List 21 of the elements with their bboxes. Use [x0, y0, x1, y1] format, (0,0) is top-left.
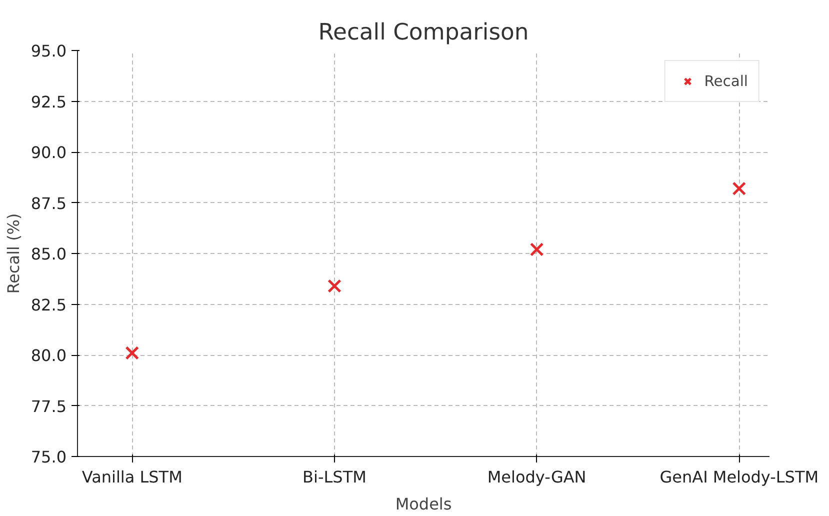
- y-tick-label: 75.0: [30, 448, 66, 466]
- y-tick-label: 92.5: [30, 92, 66, 112]
- y-tick-label: 80.0: [30, 346, 66, 365]
- x-tick-label: GenAI Melody-LSTM: [660, 468, 819, 486]
- point: [125, 346, 140, 360]
- point: [530, 242, 544, 256]
- x-tick-label: Melody-GAN: [487, 468, 586, 486]
- y-tick-label: 87.5: [30, 194, 66, 213]
- chart-title: Recall Comparison: [318, 20, 529, 46]
- x-axis-title: Models: [395, 494, 452, 514]
- x-tick-label: Vanilla LSTM: [82, 468, 182, 486]
- y-tick-label: 95.0: [30, 42, 66, 60]
- y-tick-label: 90.0: [30, 143, 66, 162]
- y-tick-label: 85.0: [30, 244, 66, 264]
- legend-label: Recall: [704, 72, 748, 90]
- point: [732, 182, 746, 196]
- y-tick-label: 82.5: [30, 295, 66, 314]
- x-tick-label: Bi-LSTM: [302, 468, 366, 486]
- y-tick-label: 77.5: [30, 396, 66, 416]
- point: [328, 279, 342, 293]
- y-axis-title: Recall (%): [4, 213, 23, 294]
